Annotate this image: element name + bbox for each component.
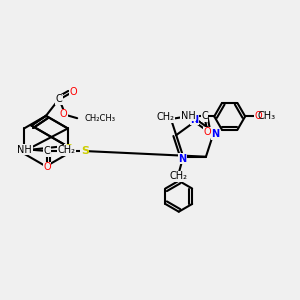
Text: O: O: [43, 162, 51, 172]
Text: C: C: [44, 146, 50, 156]
Text: NH: NH: [181, 111, 196, 121]
Text: N: N: [211, 129, 219, 140]
Text: O: O: [70, 87, 77, 97]
Text: O: O: [204, 128, 211, 137]
Text: O: O: [60, 109, 68, 119]
Text: CH₂CH₃: CH₂CH₃: [85, 114, 116, 123]
Text: C: C: [56, 94, 63, 104]
Text: CH₂: CH₂: [58, 145, 76, 155]
Text: NH: NH: [17, 145, 32, 154]
Text: CH₂: CH₂: [170, 171, 188, 181]
Text: S: S: [64, 145, 72, 154]
Text: S: S: [81, 146, 89, 156]
Text: N: N: [178, 154, 187, 164]
Text: O: O: [255, 111, 262, 122]
Text: N: N: [190, 115, 199, 124]
Text: C: C: [201, 111, 208, 122]
Text: CH₃: CH₃: [258, 111, 276, 122]
Text: CH₂: CH₂: [157, 112, 175, 122]
